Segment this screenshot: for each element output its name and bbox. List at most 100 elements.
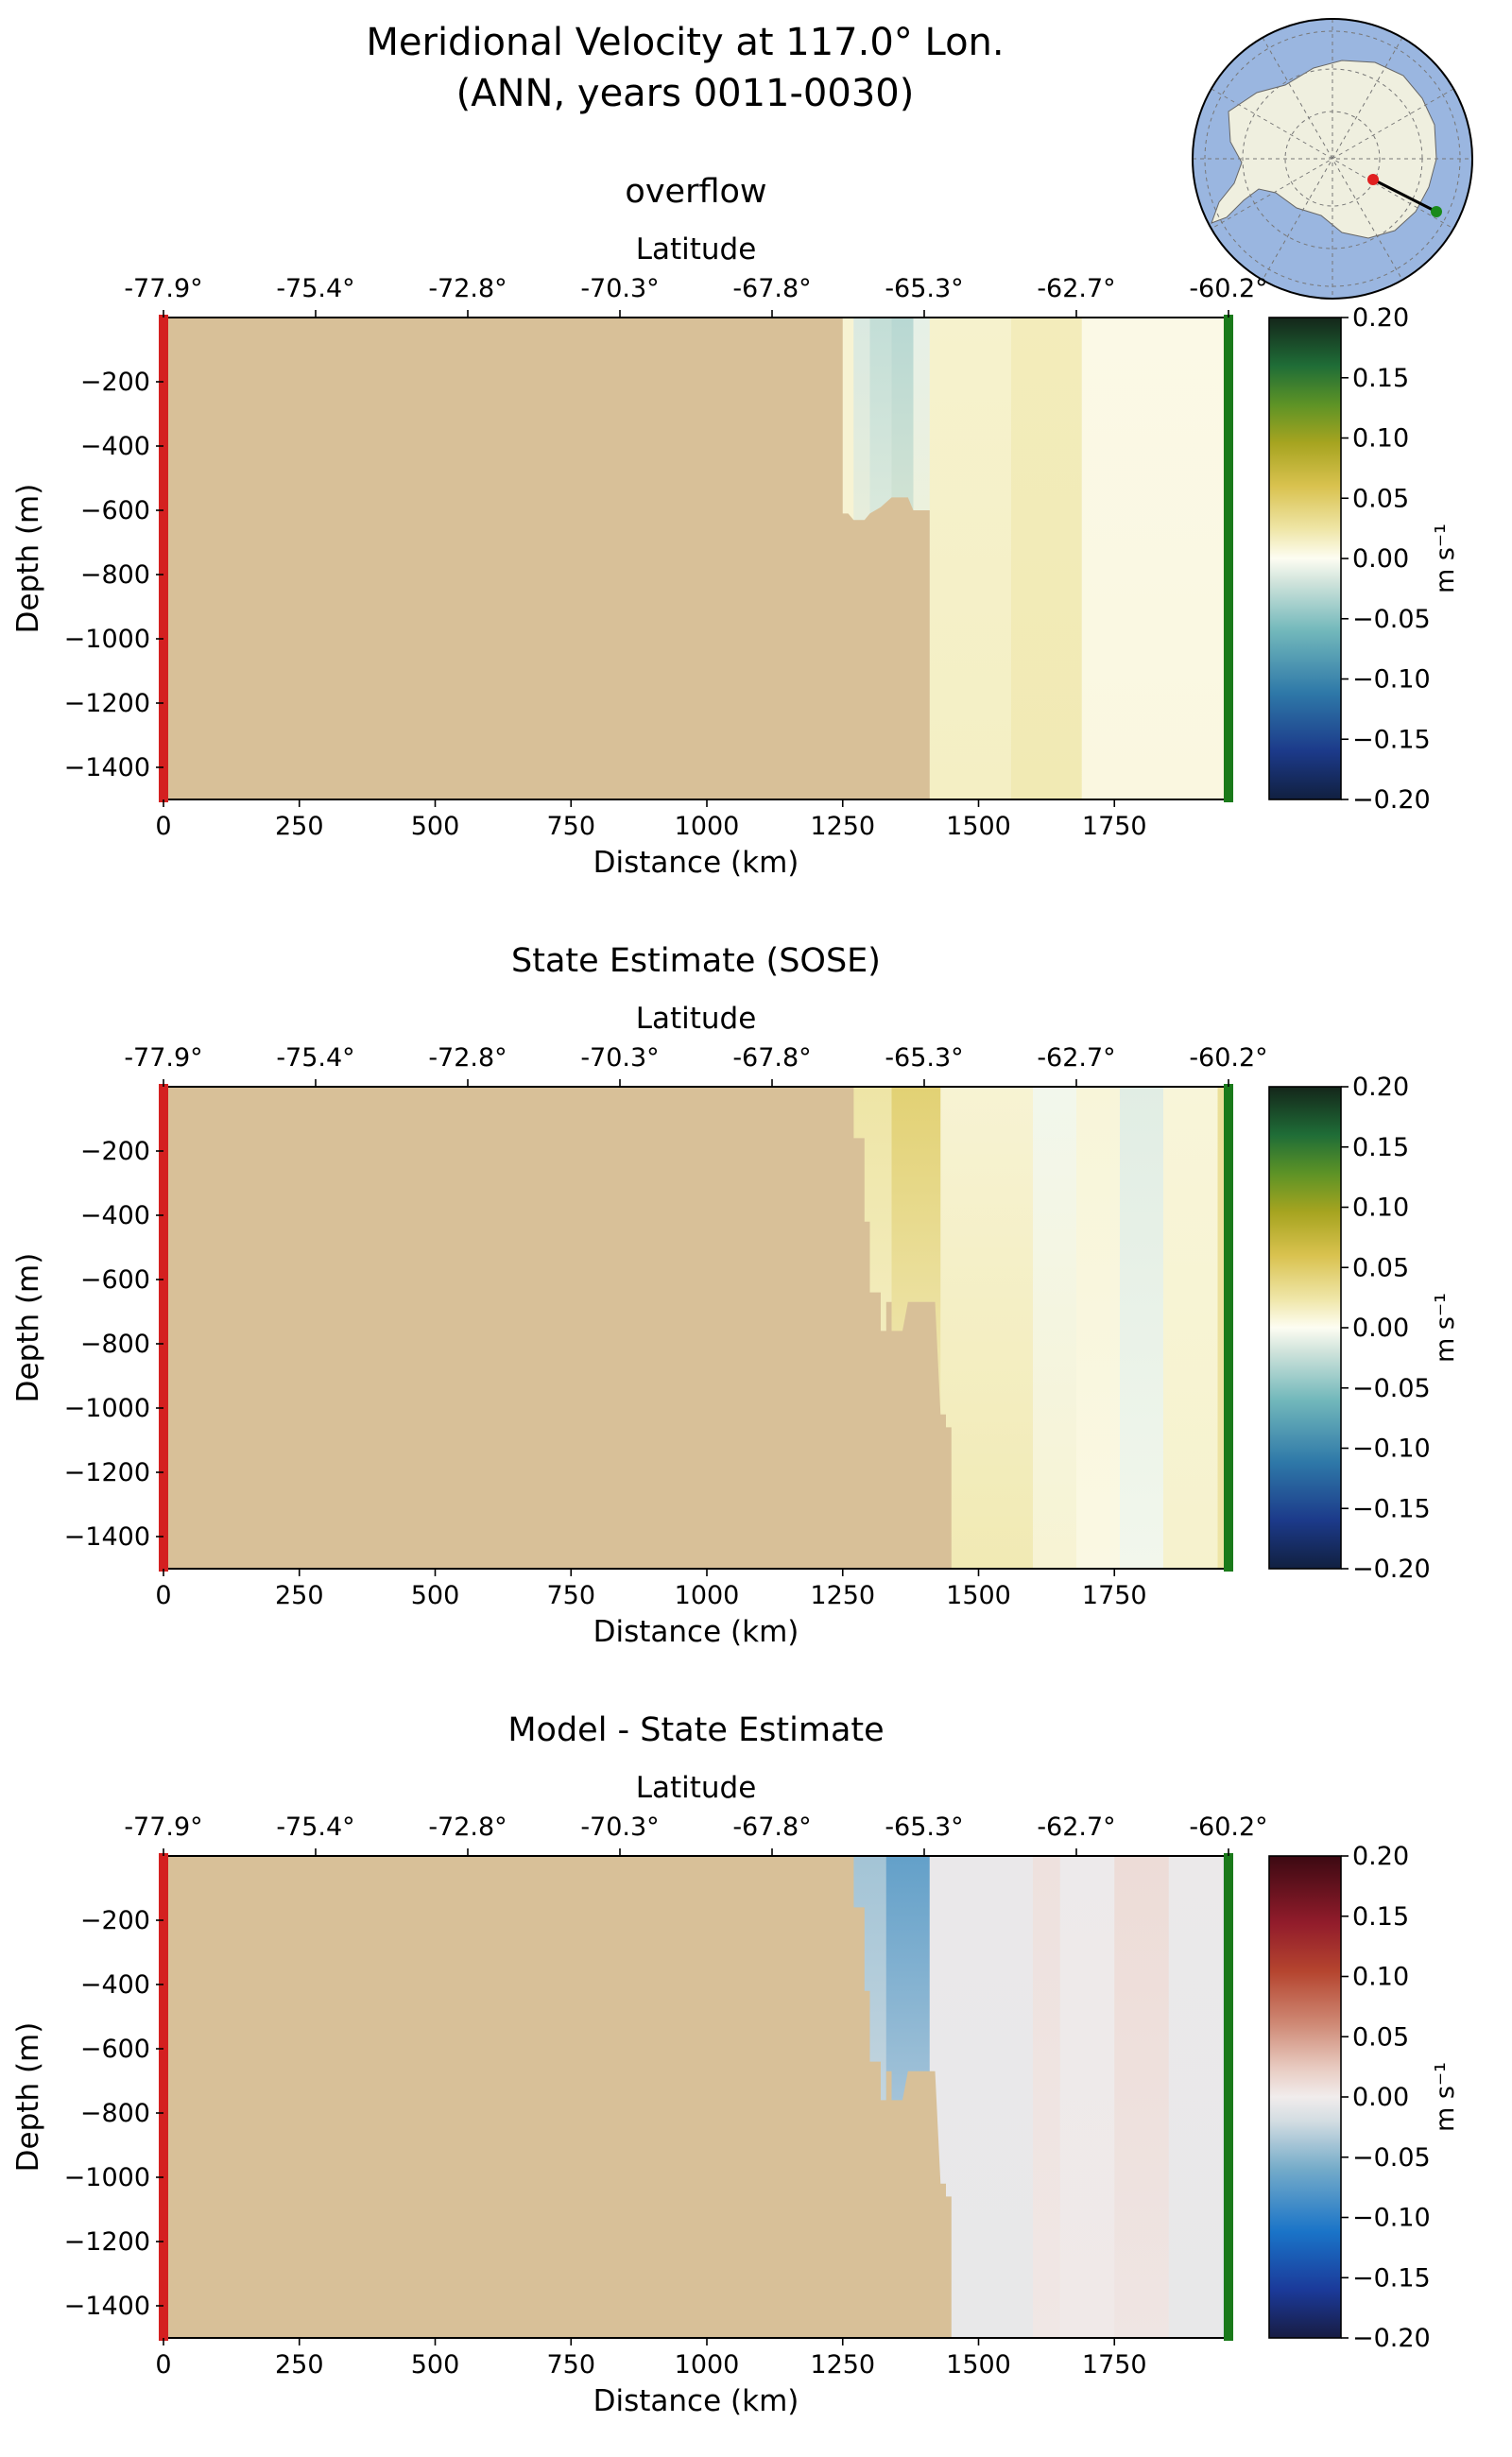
lat-tick-label: -75.4° — [276, 1813, 354, 1842]
section-start-bar — [159, 315, 168, 802]
section-start-bar — [159, 1853, 168, 2341]
x-axis-label: Distance (km) — [593, 2384, 799, 2418]
colorbar-tick-label: −0.10 — [1352, 2204, 1431, 2233]
panel-title: Model - State Estimate — [507, 1711, 884, 1749]
y-tick-label: −1200 — [64, 2227, 150, 2257]
colorbar-tick-label: 0.15 — [1352, 1902, 1409, 1932]
lat-tick-label: -62.7° — [1037, 274, 1115, 303]
x-tick-label: 750 — [546, 1581, 595, 1610]
x-tick-label: 0 — [155, 2350, 171, 2380]
section-end-bar — [1224, 1853, 1233, 2341]
colorbar-tick-label: −0.20 — [1352, 1555, 1431, 1584]
colorbar-tick-label: 0.10 — [1352, 424, 1409, 454]
colorbar-tick-label: 0.10 — [1352, 1194, 1409, 1223]
velocity-cell — [1217, 1087, 1228, 1569]
velocity-cell — [1033, 1856, 1061, 2338]
map-continent — [1211, 60, 1437, 239]
lat-tick-label: -60.2° — [1189, 1813, 1267, 1842]
x-tick-label: 1250 — [810, 1581, 875, 1610]
colorbar-tick-label: 0.15 — [1352, 1133, 1409, 1162]
colorbar-gradient — [1268, 1855, 1342, 2339]
y-tick-label: −600 — [80, 496, 150, 525]
plot-area — [163, 1856, 1228, 2338]
y-tick-label: −1000 — [64, 625, 150, 654]
x-axis-label: Distance (km) — [593, 846, 799, 880]
x-tick-label: 750 — [546, 2350, 595, 2380]
lat-axis-label: Latitude — [636, 1002, 757, 1036]
y-tick-label: −800 — [80, 2099, 150, 2128]
x-tick-label: 500 — [411, 1581, 460, 1610]
colorbar-tick-label: −0.10 — [1352, 1435, 1431, 1464]
velocity-cell — [1011, 318, 1083, 799]
map-section-line — [1372, 178, 1437, 214]
colorbar-label: m s⁻¹ — [1431, 524, 1460, 593]
x-tick-label: 250 — [275, 1581, 324, 1610]
colorbar-tick-label: −0.15 — [1352, 725, 1431, 754]
lat-tick-label: -75.4° — [276, 274, 354, 303]
lat-tick-label: -65.3° — [885, 1813, 963, 1842]
y-tick-label: −1400 — [64, 2292, 150, 2321]
colorbar-tick-label: −0.15 — [1352, 2263, 1431, 2293]
lat-tick-label: -70.3° — [580, 274, 659, 303]
colorbar-tick-label: −0.05 — [1352, 1374, 1431, 1403]
y-tick-label: −1400 — [64, 1522, 150, 1552]
panels: overflow 0 250 500 750 1000 1250 1500 1750 Distan… — [11, 173, 1460, 2418]
colorbar-tick-label: 0.00 — [1352, 2083, 1409, 2112]
velocity-cell — [1059, 1856, 1115, 2338]
lat-tick-label: -62.7° — [1037, 1043, 1115, 1073]
y-tick-label: −600 — [80, 1265, 150, 1295]
x-tick-label: 250 — [275, 2350, 324, 2380]
lat-tick-label: -70.3° — [580, 1043, 659, 1073]
x-tick-label: 1000 — [675, 2350, 740, 2380]
x-tick-label: 0 — [155, 812, 171, 841]
map-graticule — [1211, 88, 1454, 230]
section-end-bar — [1224, 1084, 1233, 1572]
colorbar-tick-label: −0.20 — [1352, 2324, 1431, 2353]
velocity-cell — [1033, 1087, 1077, 1569]
colorbar-tick-label: 0.00 — [1352, 544, 1409, 574]
x-tick-label: 500 — [411, 812, 460, 841]
y-tick-label: −1000 — [64, 1394, 150, 1423]
bathymetry-mask — [163, 1856, 952, 2338]
colorbar-tick-label: −0.10 — [1352, 665, 1431, 695]
y-tick-label: −400 — [80, 1201, 150, 1230]
section-start-bar — [159, 1084, 168, 1572]
colorbar-gradient — [1268, 1086, 1342, 1570]
x-tick-label: 1000 — [675, 1581, 740, 1610]
velocity-cell — [1076, 1087, 1121, 1569]
lat-tick-label: -67.8° — [732, 1043, 811, 1073]
velocity-cell — [1120, 1087, 1164, 1569]
colorbar: 0.20 0.15 0.10 0.05 0.00 −0.05 −0.10 −0.15 −0.20… — [1268, 1073, 1460, 1584]
inset-map — [1192, 18, 1473, 300]
y-tick-label: −800 — [80, 560, 150, 590]
map-start-marker — [1367, 174, 1379, 185]
x-tick-label: 1500 — [946, 812, 1011, 841]
y-axis-label: Depth (m) — [11, 2022, 45, 2173]
lat-tick-label: -60.2° — [1189, 274, 1267, 303]
figure-subtitle: (ANN, years 0011-0030) — [456, 72, 915, 115]
lat-tick-label: -77.9° — [124, 274, 202, 303]
colorbar-tick-label: −0.05 — [1352, 2143, 1431, 2173]
y-tick-label: −1000 — [64, 2163, 150, 2192]
y-tick-label: −800 — [80, 1330, 150, 1359]
colorbar-tick-label: 0.05 — [1352, 1253, 1409, 1282]
x-tick-label: 750 — [546, 812, 595, 841]
section-end-bar — [1224, 315, 1233, 802]
y-tick-label: −1200 — [64, 689, 150, 718]
plot-area — [163, 318, 1228, 799]
colorbar-label: m s⁻¹ — [1431, 1293, 1460, 1363]
panel-title: overflow — [625, 173, 766, 211]
bathymetry-mask — [163, 1087, 952, 1569]
lat-tick-label: -67.8° — [732, 1813, 811, 1842]
y-axis-label: Depth (m) — [11, 484, 45, 634]
y-tick-label: −400 — [80, 1970, 150, 2000]
y-tick-label: −600 — [80, 2035, 150, 2064]
lat-tick-label: -72.8° — [428, 274, 507, 303]
velocity-cell — [1168, 1856, 1224, 2338]
figure-title: Meridional Velocity at 117.0° Lon. — [366, 21, 1004, 64]
lat-tick-label: -70.3° — [580, 1813, 659, 1842]
velocity-cell — [929, 318, 1012, 799]
lat-tick-label: -72.8° — [428, 1043, 507, 1073]
colorbar-tick-label: 0.05 — [1352, 484, 1409, 513]
